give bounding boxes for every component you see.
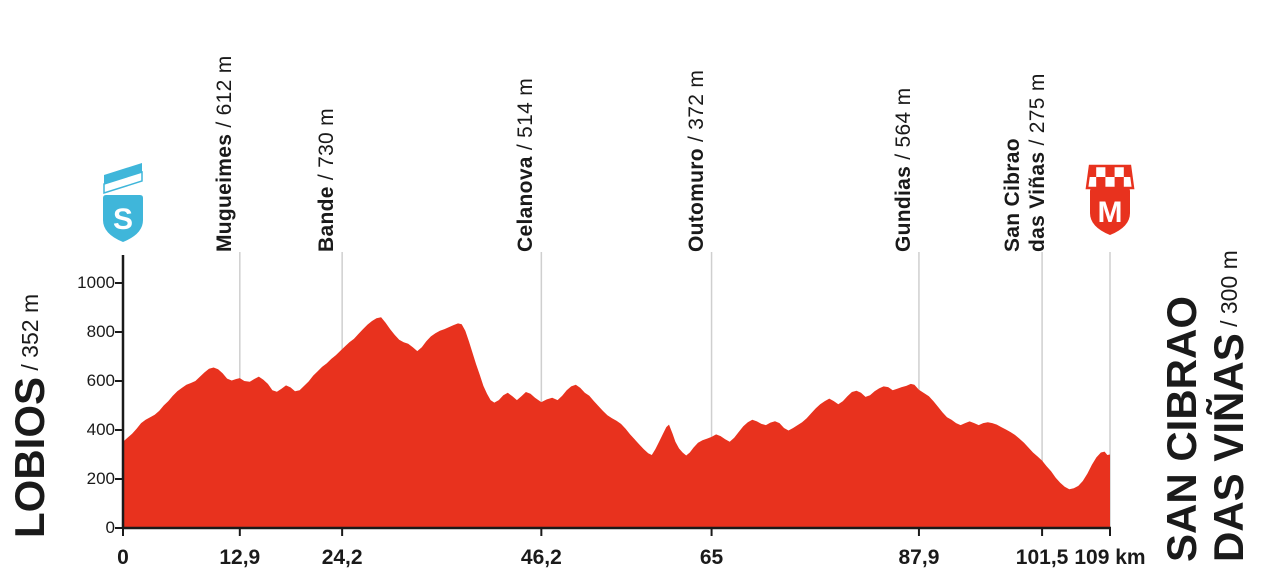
- y-axis-label: 200: [86, 469, 115, 488]
- finish-station-name-line1: SAN CIBRAO: [1158, 295, 1205, 562]
- waypoint-name: Mugueimes: [212, 133, 236, 252]
- waypoint-label: Celanova / 514 m: [513, 6, 538, 252]
- finish-marker-letter: M: [1098, 196, 1123, 229]
- elevation-profile-area: [123, 317, 1110, 528]
- start-marker-shield: [103, 195, 143, 242]
- x-axis-label: 109 km: [1074, 546, 1146, 569]
- waypoint-label: San Cibrao das Viñas / 275 m: [1000, 6, 1050, 252]
- y-axis-label: 400: [86, 420, 115, 439]
- finish-station-name-line2: DAS VIÑAS: [1205, 333, 1252, 562]
- start-marker-letter: S: [113, 203, 133, 236]
- waypoint-name: San Cibrao: [1001, 138, 1025, 252]
- x-axis-label: 24,2: [321, 546, 363, 569]
- x-axis-label: 87,9: [898, 546, 940, 569]
- y-axis-label: 1000: [77, 273, 115, 292]
- y-axis-label: 600: [86, 371, 115, 390]
- finish-marker-shield: [1090, 188, 1130, 235]
- waypoint-elevation: / 612 m: [212, 55, 236, 134]
- y-axis-label: 800: [86, 322, 115, 341]
- y-axis-label: 0: [105, 518, 115, 537]
- waypoint-name: Gundias: [891, 165, 915, 252]
- waypoint-elevation: / 514 m: [514, 77, 538, 157]
- start-station-elevation: / 352 m: [17, 293, 43, 377]
- start-flag-icon: [103, 163, 143, 195]
- waypoint-name: Celanova: [514, 156, 538, 252]
- x-axis-label: 101,5: [1015, 546, 1069, 569]
- waypoint-name: das Viñas: [1026, 151, 1050, 252]
- finish-station-elevation: / 300 m: [1216, 250, 1242, 334]
- start-station-name: LOBIOS: [6, 376, 53, 538]
- waypoint-elevation: / 564 m: [891, 87, 915, 166]
- finish-marker: M: [1082, 158, 1138, 255]
- waypoint-label: Outomuro / 372 m: [684, 6, 709, 252]
- x-axis-label: 0: [117, 546, 129, 569]
- x-axis-label: 65: [699, 546, 724, 569]
- waypoint-label: Bande / 730 m: [314, 6, 339, 252]
- start-station-label: LOBIOS / 352 m: [6, 290, 54, 538]
- start-marker: S: [99, 158, 147, 255]
- checkered-flag-icon: [1085, 164, 1135, 190]
- x-axis-label: 12,9: [219, 546, 261, 569]
- finish-station-label: SAN CIBRAO DAS VIÑAS / 300 m: [1158, 250, 1253, 562]
- waypoint-label: Mugueimes / 612 m: [212, 6, 237, 252]
- waypoint-elevation: / 275 m: [1026, 73, 1050, 152]
- waypoint-elevation: / 372 m: [684, 69, 708, 149]
- waypoint-label: Gundias / 564 m: [891, 6, 916, 252]
- waypoint-elevation: / 730 m: [315, 108, 339, 187]
- x-axis-label: 46,2: [520, 546, 562, 569]
- waypoint-name: Outomuro: [684, 148, 708, 252]
- waypoint-name: Bande: [315, 186, 339, 252]
